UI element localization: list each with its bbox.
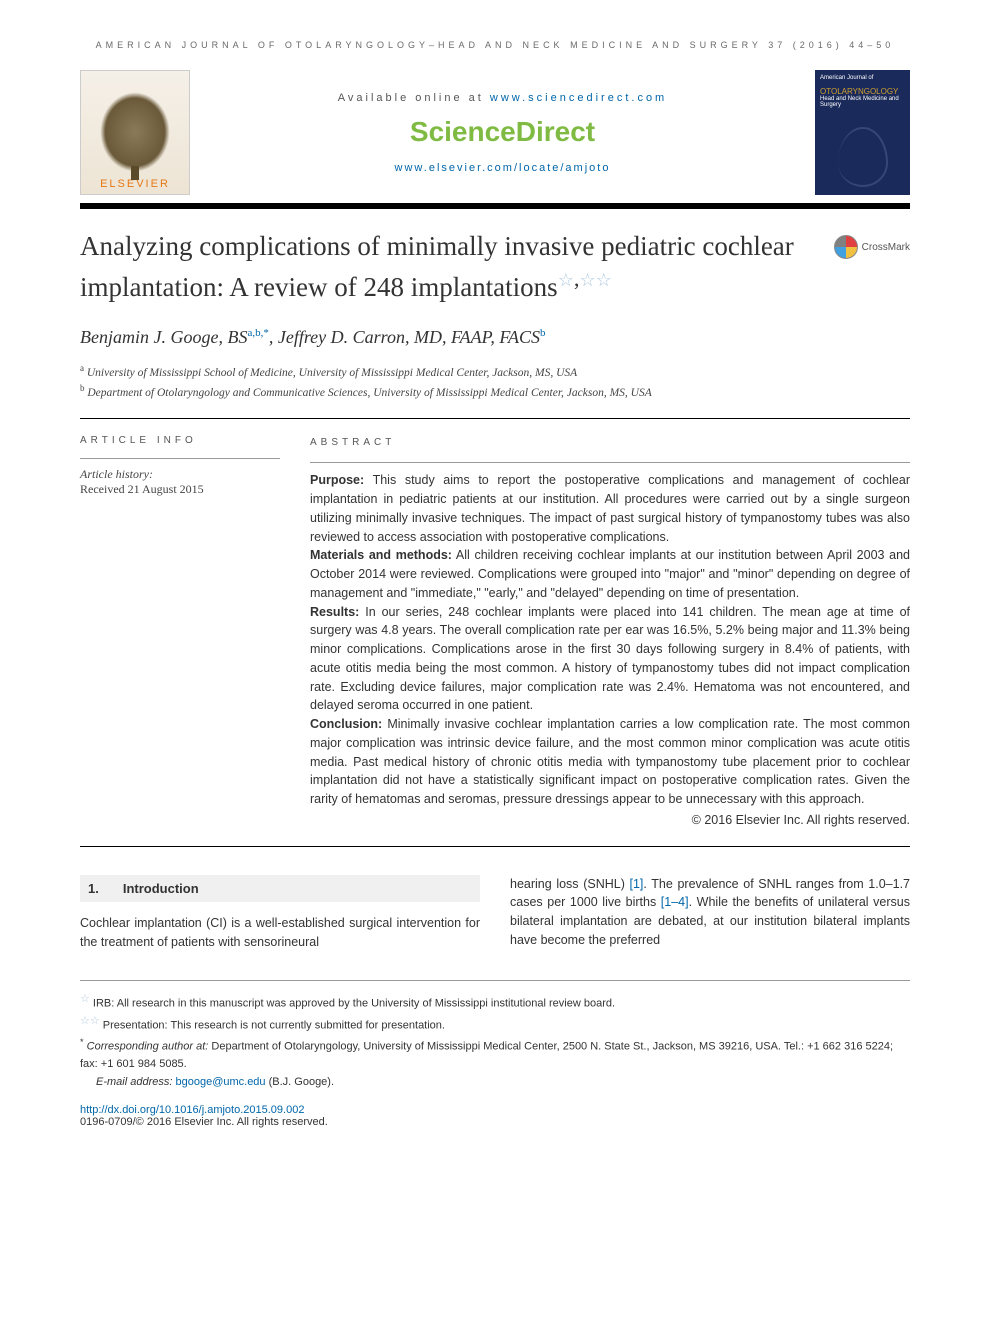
doi-link[interactable]: http://dx.doi.org/10.1016/j.amjoto.2015.… [80,1104,304,1116]
affiliation-b: b Department of Otolaryngology and Commu… [80,382,910,402]
masthead: ELSEVIER Available online at www.science… [80,70,910,195]
available-prefix: Available online at [338,92,490,104]
divider-thin-2 [80,846,910,847]
body-columns: 1. Introduction Cochlear implantation (C… [80,875,910,952]
footnote-presentation: ☆☆ Presentation: This research is not cu… [80,1013,910,1035]
methods-label: Materials and methods: [310,548,452,562]
author-1-affiliations: a,b, [247,327,263,339]
available-online: Available online at www.sciencedirect.co… [190,92,815,104]
intro-para-right: hearing loss (SNHL) [1]. The prevalence … [510,875,910,950]
history-received: Received 21 August 2015 [80,482,280,497]
history-label: Article history: [80,467,280,482]
info-abstract-row: ARTICLE INFO Article history: Received 2… [80,435,910,829]
abstract-purpose: Purpose: This study aims to report the p… [310,471,910,546]
footnotes: ☆ IRB: All research in this manuscript w… [80,980,910,1092]
conclusion-label: Conclusion: [310,717,382,731]
article-info-rule [80,458,280,459]
ref-link-1-4[interactable]: [1–4] [661,895,689,909]
cover-title: OTOLARYNGOLOGY [820,87,905,96]
intro-text-a: hearing loss (SNHL) [510,877,630,891]
abstract-copyright: © 2016 Elsevier Inc. All rights reserved… [310,811,910,830]
intro-para-left: Cochlear implantation (CI) is a well-est… [80,914,480,952]
footnote-star-1: ☆ [558,270,574,290]
divider-thick [80,203,910,209]
conclusion-text: Minimally invasive cochlear implantation… [310,717,910,806]
cover-ear-icon [838,127,888,187]
section-number: 1. [88,879,99,899]
authors: Benjamin J. Googe, BSa,b,*, Jeffrey D. C… [80,327,910,348]
elsevier-logo: ELSEVIER [80,70,190,195]
column-left: 1. Introduction Cochlear implantation (C… [80,875,480,952]
email-link[interactable]: bgooge@umc.edu [175,1076,265,1088]
author-2-affiliations: b [540,327,546,339]
crossmark-label: CrossMark [862,242,910,253]
sciencedirect-link[interactable]: www.sciencedirect.com [490,92,667,104]
results-label: Results: [310,605,359,619]
journal-homepage-link[interactable]: www.elsevier.com/locate/amjoto [395,162,611,174]
footnote-star-2: ☆☆ [579,270,611,290]
abstract-methods: Materials and methods: All children rece… [310,546,910,602]
running-header: AMERICAN JOURNAL OF OTOLARYNGOLOGY–HEAD … [80,40,910,50]
footnote-irb: ☆ IRB: All research in this manuscript w… [80,991,910,1013]
purpose-text: This study aims to report the postoperat… [310,473,910,543]
issn-copyright: 0196-0709/© 2016 Elsevier Inc. All right… [80,1116,910,1128]
affiliation-a-text: University of Mississippi School of Medi… [87,367,577,379]
footnote-corresponding: * Corresponding author at: Department of… [80,1035,910,1074]
affiliation-b-text: Department of Otolaryngology and Communi… [87,387,651,399]
article-info: ARTICLE INFO Article history: Received 2… [80,435,280,829]
cover-small-text: American Journal of [820,75,905,81]
masthead-center: Available online at www.sciencedirect.co… [190,92,815,174]
author-separator: , [269,327,278,347]
abstract-conclusion: Conclusion: Minimally invasive cochlear … [310,715,910,809]
affiliation-a: a University of Mississippi School of Me… [80,362,910,382]
corr-label: Corresponding author at: [87,1041,209,1053]
journal-cover: American Journal of OTOLARYNGOLOGY Head … [815,70,910,195]
section-title: Introduction [123,879,199,899]
crossmark-icon [834,235,858,259]
footnote-irb-text: IRB: All research in this manuscript was… [90,997,615,1009]
footnote-email: E-mail address: bgooge@umc.edu (B.J. Goo… [80,1074,910,1092]
affiliations: a University of Mississippi School of Me… [80,362,910,402]
author-1-name: Benjamin J. Googe, BS [80,327,247,347]
abstract-results: Results: In our series, 248 cochlear imp… [310,603,910,716]
title-text: Analyzing complications of minimally inv… [80,231,794,302]
column-right: hearing loss (SNHL) [1]. The prevalence … [510,875,910,952]
double-star-icon: ☆☆ [80,1015,100,1027]
doi-block: http://dx.doi.org/10.1016/j.amjoto.2015.… [80,1104,910,1128]
abstract-label: ABSTRACT [310,435,910,450]
abstract-rule [310,462,910,463]
purpose-label: Purpose: [310,473,364,487]
star-icon: ☆ [80,993,90,1005]
article-title: Analyzing complications of minimally inv… [80,229,814,305]
sciencedirect-brand: ScienceDirect [190,116,815,148]
author-2-name: Jeffrey D. Carron, MD, FAAP, FACS [278,327,540,347]
results-text: In our series, 248 cochlear implants wer… [310,605,910,713]
cover-subtitle: Head and Neck Medicine and Surgery [820,96,905,108]
crossmark-badge[interactable]: CrossMark [834,235,910,259]
article-info-label: ARTICLE INFO [80,435,280,446]
email-label: E-mail address: [96,1076,175,1088]
journal-homepage: www.elsevier.com/locate/amjoto [190,162,815,174]
footnote-presentation-text: Presentation: This research is not curre… [100,1020,445,1032]
elsevier-tree-icon [100,92,170,172]
title-row: Analyzing complications of minimally inv… [80,229,910,305]
section-heading: 1. Introduction [80,875,480,903]
divider-thin-1 [80,418,910,419]
email-suffix: (B.J. Googe). [266,1076,334,1088]
abstract: ABSTRACT Purpose: This study aims to rep… [310,435,910,829]
ref-link-1[interactable]: [1] [630,877,644,891]
